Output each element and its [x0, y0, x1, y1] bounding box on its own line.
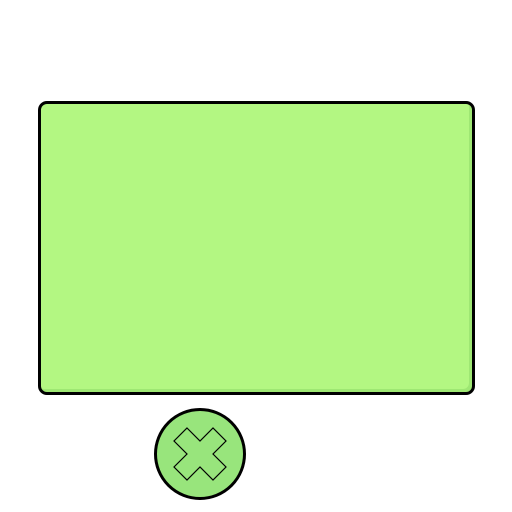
green-panel — [38, 101, 475, 395]
close-button[interactable] — [154, 408, 246, 500]
close-icon — [154, 408, 246, 500]
